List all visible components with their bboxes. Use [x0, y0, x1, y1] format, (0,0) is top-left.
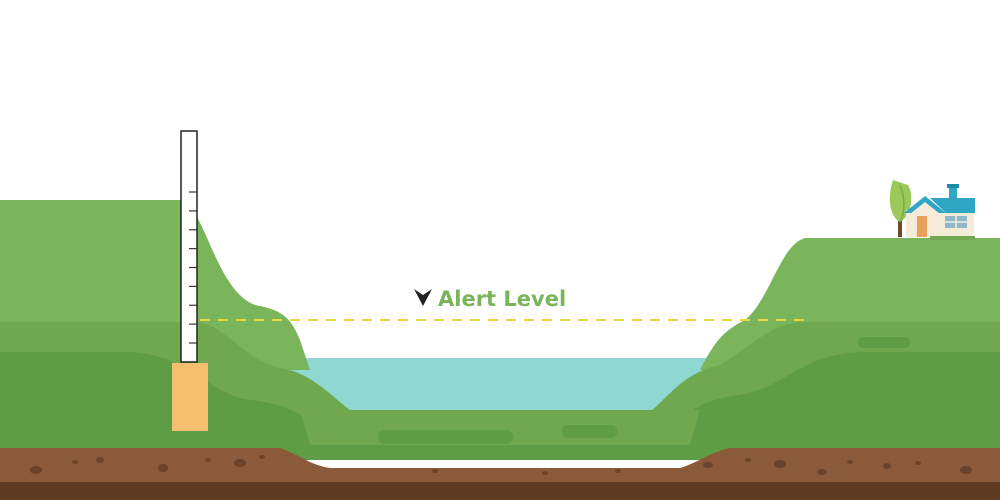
alert-level-label: Alert Level: [438, 287, 566, 311]
chevron-down-icon: [414, 289, 432, 306]
bank-stripe: [858, 337, 910, 348]
gauge-ticks: [189, 191, 197, 344]
grass-dark-layer: [0, 352, 1000, 460]
bed-stripe: [562, 425, 617, 438]
house-icon: [904, 184, 975, 240]
water-level-gauge: [180, 130, 198, 363]
soil-bottom: [0, 482, 1000, 500]
gauge-post: [172, 363, 208, 431]
soil-spots: [30, 455, 972, 475]
bed-stripe: [378, 430, 513, 444]
